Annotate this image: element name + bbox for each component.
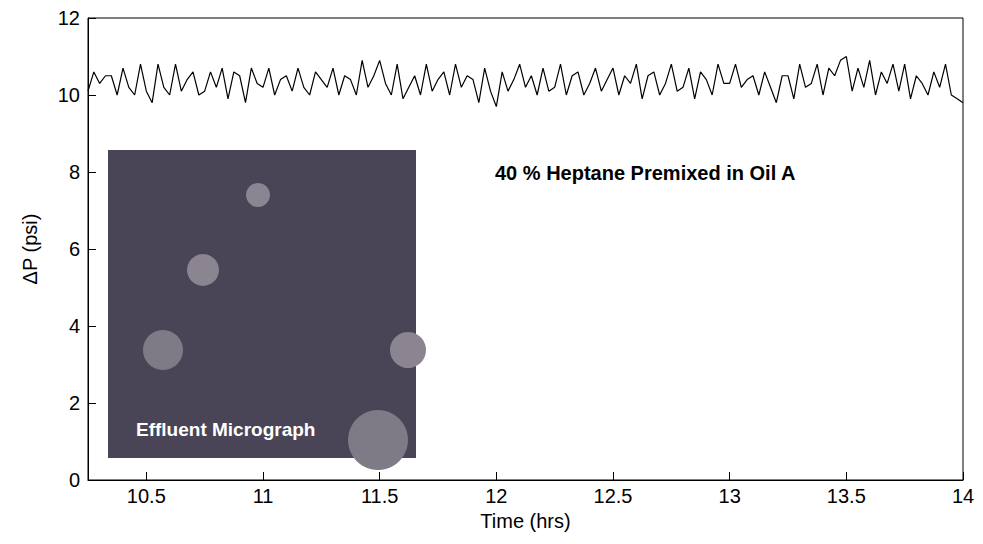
svg-text:Effluent Micrograph: Effluent Micrograph [136,419,315,440]
svg-text:Time (hrs): Time (hrs) [480,510,570,532]
svg-text:12: 12 [58,7,80,29]
svg-text:10.5: 10.5 [127,485,166,507]
svg-text:13.5: 13.5 [827,485,866,507]
svg-text:12: 12 [485,485,507,507]
svg-text:40 % Heptane Premixed in Oil A: 40 % Heptane Premixed in Oil A [495,162,795,184]
svg-text:0: 0 [69,469,80,491]
svg-text:ΔP (psi): ΔP (psi) [19,214,41,285]
svg-text:4: 4 [69,315,80,337]
svg-text:13: 13 [719,485,741,507]
svg-text:11: 11 [253,485,274,507]
svg-text:2: 2 [69,392,80,414]
svg-text:10: 10 [58,84,80,106]
svg-text:12.5: 12.5 [594,485,633,507]
svg-text:11.5: 11.5 [361,485,398,507]
svg-text:8: 8 [69,161,80,183]
svg-text:6: 6 [69,238,80,260]
svg-text:14: 14 [952,485,974,507]
